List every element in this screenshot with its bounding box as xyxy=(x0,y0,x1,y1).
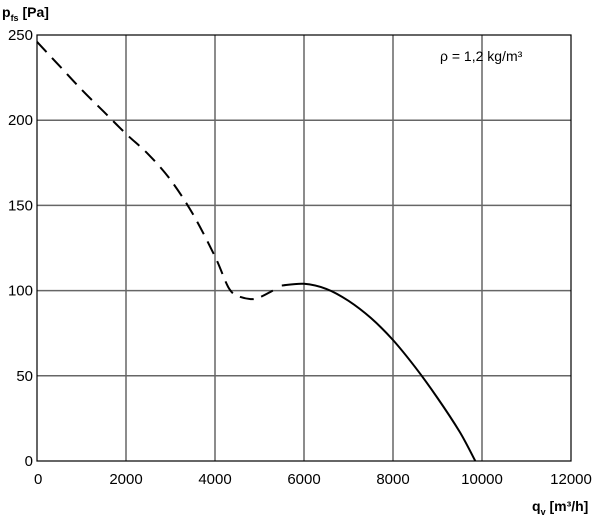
x-tick-label: 6000 xyxy=(287,471,320,488)
y-axis-label-sub: fs xyxy=(11,13,19,23)
tick-labels: 0 2000 4000 6000 8000 10000 12000 0 50 100 150 200 2… xyxy=(8,27,592,488)
x-tick-label: 10000 xyxy=(461,471,503,488)
y-tick-label: 50 xyxy=(16,368,33,385)
y-axis-label-main: p xyxy=(2,4,11,20)
y-tick-label: 0 xyxy=(25,453,33,470)
x-tick-label: 0 xyxy=(34,471,42,488)
series-line-solid xyxy=(281,282,477,462)
y-tick-label: 150 xyxy=(8,197,33,214)
series-group xyxy=(36,41,477,462)
x-tick-label: 2000 xyxy=(109,471,142,488)
y-tick-label: 100 xyxy=(8,283,33,300)
plot-frame xyxy=(36,34,572,462)
y-axis-label: pfs [Pa] xyxy=(2,4,49,23)
x-tick-label: 12000 xyxy=(550,471,592,488)
x-tick-label: 4000 xyxy=(198,471,231,488)
y-tick-label: 250 xyxy=(8,27,33,44)
x-axis-label: qv [m³/h] xyxy=(532,498,588,517)
series-line-dashed xyxy=(36,41,274,301)
density-annotation: ρ = 1,2 kg/m³ xyxy=(440,48,523,64)
y-axis-label-unit: [Pa] xyxy=(19,4,49,20)
x-axis-label-sub: v xyxy=(541,507,546,517)
x-tick-label: 8000 xyxy=(376,471,409,488)
x-axis-label-main: q xyxy=(532,498,541,514)
x-axis-label-unit: [m³/h] xyxy=(546,498,589,514)
grid xyxy=(37,35,571,461)
y-tick-label: 200 xyxy=(8,112,33,129)
